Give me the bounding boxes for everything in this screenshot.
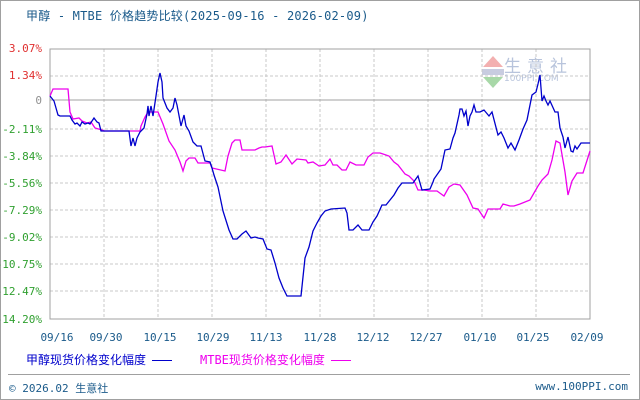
x-tick-label: 09/30	[89, 331, 123, 344]
y-tick-label: 3.07%	[8, 42, 42, 55]
x-tick-label: 12/27	[409, 331, 443, 344]
grid-vertical	[103, 49, 537, 319]
y-tick-label: -5.56%	[2, 177, 42, 190]
x-tick-label: 11/13	[249, 331, 283, 344]
y-tick-label: 0	[35, 94, 42, 107]
plot-border	[49, 48, 591, 320]
x-tick-label: 09/16	[40, 331, 74, 344]
y-tick-label: -3.84%	[2, 150, 42, 163]
y-tick-label: -12.47%	[0, 285, 42, 298]
x-tick-label: 10/29	[196, 331, 230, 344]
footer-divider	[8, 374, 630, 375]
legend-label: 甲醇现货价格变化幅度	[26, 353, 147, 367]
x-tick-label: 12/12	[356, 331, 390, 344]
y-tick-label: 1.34%	[8, 69, 42, 82]
y-tick-label: -7.29%	[2, 204, 42, 217]
x-tick-label: 02/09	[570, 331, 604, 344]
legend-item-methanol: 甲醇现货价格变化幅度	[26, 351, 173, 368]
copyright-text: © 2026.02 生意社	[9, 382, 109, 395]
legend-item-mtbe: MTBE现货价格变化幅度	[200, 351, 351, 368]
series-methanol-line	[49, 72, 590, 297]
y-tick-label: -10.75%	[0, 258, 42, 271]
grid-horizontal	[50, 75, 590, 292]
legend-label: MTBE现货价格变化幅度	[200, 353, 325, 367]
chart-title: 甲醇 - MTBE 价格趋势比较(2025-09-16 - 2026-02-09…	[26, 9, 369, 23]
x-tick-label: 10/15	[143, 331, 177, 344]
watermark-url: 100PPI.COM	[504, 74, 559, 84]
x-tick-label: 01/25	[516, 331, 550, 344]
legend-swatch-icon	[152, 360, 173, 361]
x-tick-label: 11/28	[303, 331, 337, 344]
series-mtbe-line	[49, 88, 591, 220]
y-tick-label: -2.11%	[2, 123, 42, 136]
ppi-logo-icon	[482, 56, 504, 88]
legend-swatch-icon	[330, 360, 351, 361]
y-tick-label: -9.02%	[2, 231, 42, 244]
site-link[interactable]: www.100PPI.com	[535, 380, 628, 393]
y-tick-label: -14.20%	[0, 313, 42, 326]
watermark: 生意社 100PPI.COM	[482, 52, 582, 92]
x-tick-label: 01/10	[463, 331, 497, 344]
